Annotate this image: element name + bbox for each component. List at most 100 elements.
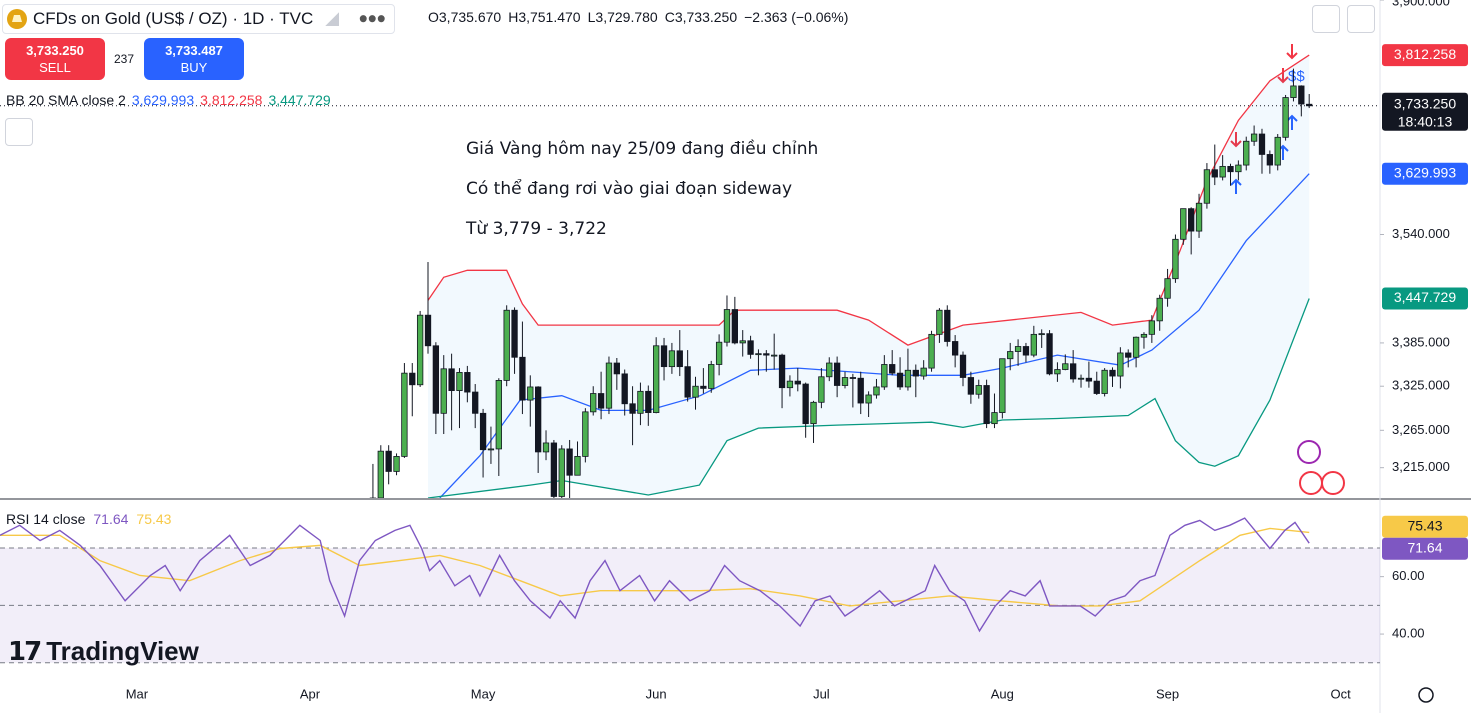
ohlc-key: O (428, 9, 439, 25)
candle-body (771, 354, 778, 357)
candle-body (1235, 164, 1242, 173)
candle-body (755, 353, 762, 356)
rsi-line (0, 517, 1310, 633)
candle-body (731, 309, 738, 344)
rsi-legend: RSI 14 close 71.64 75.43 (6, 511, 172, 527)
candle-body (1014, 346, 1022, 352)
collapse-button[interactable] (5, 118, 33, 146)
candle-body (660, 345, 668, 368)
candle-body (983, 385, 990, 425)
y-tick-label: 60.00 (1392, 568, 1425, 583)
y-tick-label: 3,265.000 (1392, 422, 1450, 437)
candle-body (904, 369, 912, 388)
candle-body (409, 372, 416, 386)
candle-body (464, 372, 471, 393)
candle-body (653, 345, 660, 413)
more-button[interactable]: ⦁⦁⦁ (359, 10, 387, 27)
indicator-legend: BB 20 SMA close 2 3,629.993 3,812.258 3,447… (6, 92, 331, 108)
candle-body (1282, 97, 1289, 138)
candle-body (558, 448, 565, 497)
candle-body (715, 341, 723, 365)
candle-body (1243, 140, 1250, 166)
candle-body (1172, 238, 1179, 280)
band-line (427, 298, 1310, 498)
settings-icon[interactable] (1418, 687, 1434, 703)
buy-price: 3,733.487 (165, 43, 223, 58)
candle-body (1101, 369, 1108, 394)
candle-body (1125, 352, 1132, 358)
candle-body (1109, 369, 1116, 377)
candle-body (1054, 369, 1061, 375)
download-button[interactable] (1312, 5, 1340, 33)
sell-price: 3,733.250 (26, 43, 84, 58)
candle-body (385, 450, 392, 472)
candle-body (1077, 377, 1085, 380)
ohlc-key: C (664, 9, 675, 25)
candle-body (700, 385, 707, 389)
legend-value: 75.43 (136, 511, 171, 527)
candle-body (605, 362, 613, 409)
x-tick-label: Jul (813, 686, 830, 701)
candle-body (936, 309, 943, 335)
buy-button[interactable]: 3,733.487 BUY (144, 38, 244, 80)
candle-body (763, 353, 770, 356)
candle-body (550, 442, 558, 497)
y-tick-label: 3,215.000 (1392, 459, 1450, 474)
candle-body (723, 309, 731, 343)
candle-body (1306, 103, 1313, 107)
last-price-label: 3,733.250 (1394, 96, 1456, 112)
logo-text: TradingView (46, 636, 199, 666)
spread: 237 (114, 52, 135, 66)
last-price-bg (1382, 92, 1468, 131)
candle-body (684, 366, 691, 398)
candle-body (424, 314, 432, 347)
candle-body (1140, 333, 1148, 338)
candle-body (991, 412, 998, 425)
candle-body (401, 372, 408, 457)
candle-body (511, 309, 518, 358)
candle-body (1062, 363, 1069, 370)
ohlc-item: C3,733.250 (665, 9, 737, 25)
candle-body (959, 354, 967, 378)
candle-body (472, 391, 479, 414)
candle-body (1211, 169, 1218, 178)
candle-body (534, 386, 542, 453)
candle-body (1274, 136, 1281, 166)
rsi-value-label-bg (1382, 515, 1468, 538)
candle-body (377, 450, 384, 498)
candle-body (1298, 85, 1305, 105)
candle-body (912, 369, 919, 377)
ohlc-key: L (587, 9, 596, 25)
candle-body (503, 309, 510, 381)
logo-mark: 17 (8, 636, 42, 667)
candle-body (566, 448, 573, 476)
candle-body (944, 309, 951, 342)
x-tick-label: Sep (1156, 686, 1179, 701)
candle-body (542, 442, 550, 453)
rsi-value-label: 75.43 (1407, 517, 1442, 533)
sell-button[interactable]: 3,733.250 SELL (5, 38, 105, 80)
ohlc-value: 3,729.780 (595, 9, 658, 25)
candle-body (999, 358, 1006, 413)
candle-body (519, 356, 526, 401)
candle-body (1180, 208, 1187, 240)
candle-body (1195, 202, 1203, 232)
fullscreen-button[interactable] (1347, 5, 1375, 33)
annotation: Có thể đang rơi vào giai đoạn sideway (466, 179, 793, 199)
candle-body (1266, 154, 1274, 166)
x-tick-label: Apr (300, 686, 321, 701)
price-plot (369, 54, 1313, 498)
candle-body (393, 456, 400, 472)
candle-body (1132, 336, 1140, 358)
rsi-line (0, 527, 1310, 607)
candle-body (818, 376, 825, 403)
symbol-header[interactable]: CFDs on Gold (US$ / OZ) · 1D · TVC ⦁⦁⦁ (2, 4, 396, 34)
sell-arrow (1277, 68, 1289, 84)
candle-body (637, 390, 644, 414)
candle-body (920, 367, 927, 377)
candle-body (778, 354, 786, 389)
